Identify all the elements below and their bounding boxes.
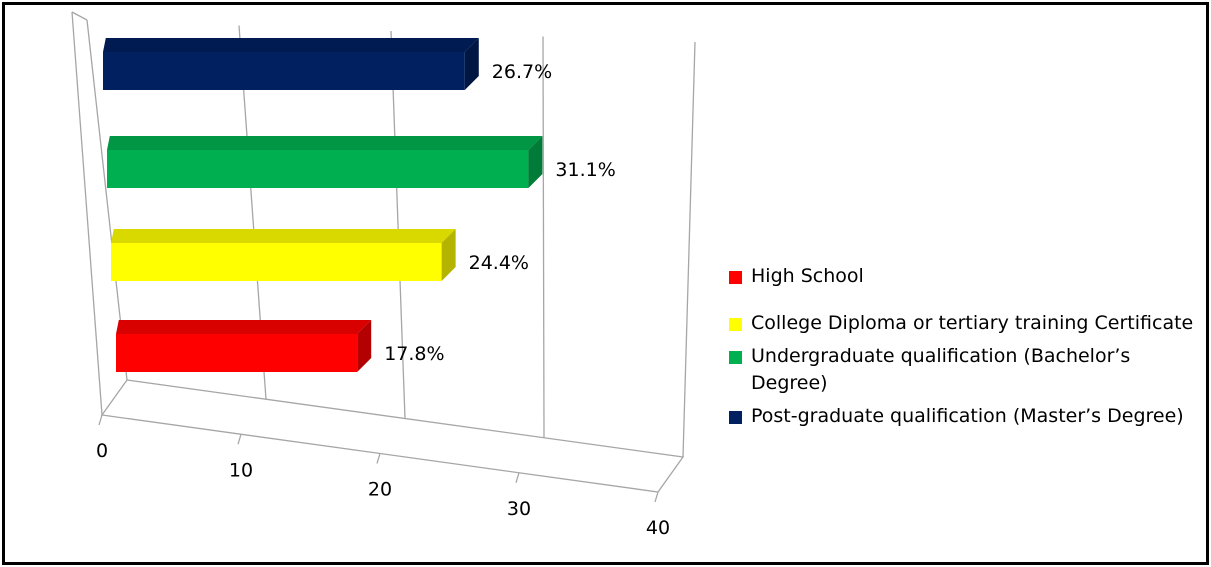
legend-item: High School xyxy=(729,263,1204,290)
legend-swatch xyxy=(729,411,742,424)
legend-label: Undergraduate qualification (Bachelor’s … xyxy=(751,345,1131,394)
gridline xyxy=(390,30,406,419)
x-tick-label: 0 xyxy=(96,440,108,462)
bar xyxy=(107,136,543,188)
bar-front xyxy=(111,243,442,281)
left-wall-edge xyxy=(71,11,103,416)
x-tick-mark xyxy=(515,472,520,483)
bar-end xyxy=(441,229,456,281)
gridline xyxy=(682,41,696,458)
bar-top xyxy=(107,136,543,150)
legend-label: College Diploma or tertiary training Cer… xyxy=(751,312,1194,334)
data-label: 17.8% xyxy=(384,343,444,365)
x-tick-label: 30 xyxy=(507,498,531,520)
x-tick-label: 10 xyxy=(229,459,253,481)
x-tick-mark xyxy=(237,434,242,445)
bar xyxy=(103,38,479,90)
legend-item: Post-graduate qualification (Master’s De… xyxy=(729,403,1204,430)
bar xyxy=(111,229,456,281)
legend-swatch xyxy=(729,271,742,284)
left-wall-top xyxy=(71,11,88,21)
data-label: 24.4% xyxy=(469,252,529,274)
legend-item: Undergraduate qualification (Bachelor’s … xyxy=(729,343,1204,397)
x-tick-mark xyxy=(654,491,659,503)
bar-end xyxy=(464,38,479,90)
x-tick-mark xyxy=(98,414,103,426)
bar-front xyxy=(103,52,465,90)
bar-end xyxy=(357,320,372,372)
legend-label: High School xyxy=(751,265,864,287)
legend-label: Post-graduate qualification (Master’s De… xyxy=(751,405,1184,427)
bar-front xyxy=(116,334,358,372)
chart-legend: High School College Diploma or tertiary t… xyxy=(729,263,1204,436)
legend-swatch xyxy=(729,351,742,364)
bar-top xyxy=(116,320,372,334)
legend-swatch xyxy=(729,318,742,331)
x-tick-label: 20 xyxy=(368,479,392,501)
chart-plot: 0 10 20 30 40 26.7% 31.1% 24.4% 17.8% xyxy=(71,11,696,539)
plot-floor xyxy=(100,379,685,493)
legend-item: College Diploma or tertiary training Cer… xyxy=(729,310,1204,337)
bar-front xyxy=(107,150,529,188)
data-label: 26.7% xyxy=(492,61,552,83)
data-label: 31.1% xyxy=(555,159,615,181)
bar-top xyxy=(111,229,456,243)
gridline xyxy=(542,36,545,438)
x-tick-mark xyxy=(376,453,381,464)
bar-top xyxy=(103,38,479,52)
x-tick-label: 40 xyxy=(646,517,670,539)
bar-end xyxy=(528,136,543,188)
bar xyxy=(116,320,372,372)
